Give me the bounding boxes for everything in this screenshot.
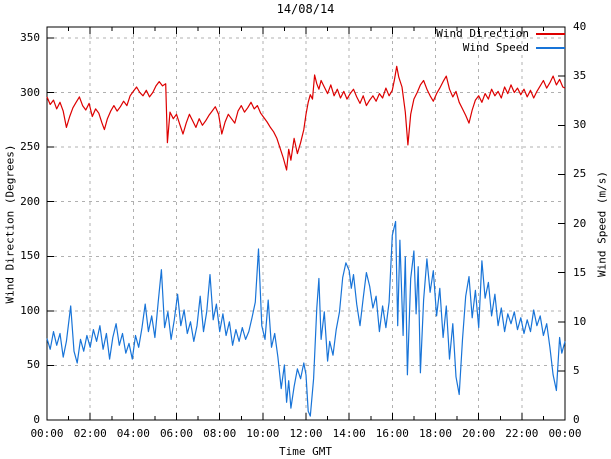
- y-left-tick-label: 300: [20, 85, 40, 99]
- y-right-tick-label: 15: [573, 265, 587, 279]
- wind-speed-line-swatch: [536, 46, 565, 49]
- x-tick-label: 08:00: [203, 427, 237, 440]
- x-tick-label: 14:00: [332, 427, 366, 440]
- legend-label-wind-speed: Wind Speed: [462, 41, 529, 54]
- y-right-tick-label: 30: [573, 118, 587, 132]
- y-right-tick-label: 20: [573, 216, 587, 230]
- left-axis-title: Wind Direction (Degrees): [3, 144, 17, 304]
- y-left-tick-label: 50: [26, 358, 40, 372]
- x-tick-label: 06:00: [159, 427, 194, 440]
- y-left-tick-label: 250: [20, 140, 40, 154]
- x-tick-label: 02:00: [73, 427, 107, 440]
- x-tick-label: 22:00: [505, 427, 539, 440]
- y-left-tick-label: 350: [20, 30, 40, 44]
- wind-speed-line: [46, 220, 566, 417]
- x-tick-label: 00:00: [30, 427, 64, 440]
- y-right-tick-label: 0: [573, 413, 580, 426]
- y-right-tick-label: 5: [573, 363, 580, 377]
- legend-label-wind-direction: Wind Direction: [436, 27, 529, 40]
- x-tick-label: 18:00: [418, 427, 453, 440]
- y-left-tick-label: 100: [20, 303, 40, 317]
- x-tick-label: 20:00: [462, 427, 496, 440]
- x-tick-label: 12:00: [289, 427, 323, 440]
- y-right-tick-label: 35: [573, 69, 587, 83]
- x-axis-title: Time GMT: [279, 445, 332, 458]
- x-tick-label: 10:00: [246, 427, 280, 440]
- chart-title: 14/08/14: [276, 2, 335, 16]
- x-tick-label: 16:00: [375, 427, 409, 440]
- legend-item-wind-speed: Wind Speed: [463, 41, 565, 54]
- wind-direction-line-swatch: [536, 32, 565, 35]
- y-left-tick-label: 200: [20, 194, 40, 208]
- y-right-tick-label: 25: [573, 167, 587, 181]
- x-tick-label: 00:00: [548, 427, 582, 440]
- y-left-tick-label: 0: [33, 413, 40, 426]
- x-tick-label: 04:00: [116, 427, 150, 440]
- y-right-tick-label: 40: [573, 20, 587, 33]
- y-right-tick-label: 10: [573, 314, 587, 328]
- legend-item-wind-direction: Wind Direction: [436, 27, 565, 40]
- right-axis-title: Wind Speed (m/s): [595, 171, 609, 277]
- y-left-tick-label: 150: [20, 249, 40, 263]
- wind-direction-line: [46, 65, 566, 171]
